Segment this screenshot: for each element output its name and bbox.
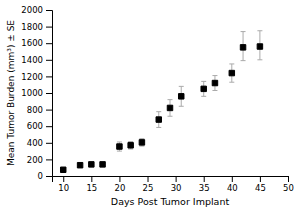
point [240, 45, 245, 50]
point [156, 117, 161, 122]
tick-label: 15 [86, 183, 97, 193]
x-axis-title: Days Post Tumor Implant [111, 196, 230, 207]
tick: 1600 [21, 38, 52, 48]
point [139, 140, 144, 145]
error-bar [201, 81, 206, 96]
tick-label: 1600 [21, 38, 43, 48]
tick-label: 400 [27, 138, 43, 148]
tick-label: 1400 [21, 55, 43, 65]
tick-mark [119, 176, 120, 182]
tick: 45 [255, 176, 266, 193]
tick-label: 200 [27, 155, 43, 165]
error-bar [139, 139, 144, 146]
tick-mark [46, 27, 52, 28]
points [60, 44, 262, 173]
tick-label: 1200 [21, 72, 43, 82]
point [128, 143, 133, 148]
tick-mark [46, 126, 52, 127]
tick: 0 [38, 171, 52, 181]
point [60, 167, 65, 172]
tick: 600 [27, 121, 52, 131]
tick-label: 800 [27, 105, 43, 115]
tick: 25 [143, 176, 154, 193]
point [100, 162, 105, 167]
point [212, 80, 217, 85]
point [77, 162, 82, 167]
tick: 20 [115, 176, 126, 193]
tick: 1000 [21, 88, 52, 98]
tick: 1400 [21, 55, 52, 65]
tick-label: 50 [283, 183, 294, 193]
y-axis-title: Mean Tumor Burden (mm³) ± SE [6, 20, 16, 166]
tick-mark [288, 176, 289, 182]
tick: 2000 [21, 5, 52, 15]
point [257, 44, 262, 49]
tick-mark [232, 176, 233, 182]
error-bar [128, 142, 133, 149]
point [201, 86, 206, 91]
tick-mark [46, 60, 52, 61]
point [167, 105, 172, 110]
error-bars [61, 31, 263, 171]
tick-label: 1800 [21, 22, 43, 32]
tick-label: 40 [227, 183, 238, 193]
tick: 1200 [21, 72, 52, 82]
tick-mark [148, 176, 149, 182]
point [117, 144, 122, 149]
error-bar [257, 31, 262, 60]
tick-label: 20 [115, 183, 126, 193]
y-axis: 0 200 400 600 800 1000 1200 1400 1600 1800 2000 [21, 5, 52, 181]
tick: 50 [283, 176, 294, 193]
tick-mark [46, 93, 52, 94]
error-bar [229, 64, 234, 82]
tick-label: 45 [255, 183, 266, 193]
error-bar [168, 100, 173, 117]
tick: 400 [27, 138, 52, 148]
tick-mark [46, 110, 52, 111]
tick-label: 1000 [21, 88, 43, 98]
tick: 30 [171, 176, 182, 193]
point [178, 94, 183, 99]
tick-mark [46, 176, 52, 177]
axis-line [53, 177, 289, 183]
tick-mark [260, 176, 261, 182]
tick-mark [46, 10, 52, 11]
tick-mark [63, 176, 64, 182]
error-bar [117, 142, 122, 151]
error-bar [212, 76, 217, 91]
point [229, 70, 234, 75]
error-bar [156, 112, 161, 128]
tick: 40 [227, 176, 238, 193]
tick-mark [91, 176, 92, 182]
marks [60, 31, 262, 173]
tick: 800 [27, 105, 52, 115]
point [89, 162, 94, 167]
tick-mark [176, 176, 177, 182]
tick-label: 2000 [21, 5, 43, 15]
plot: 10 15 20 25 30 35 40 45 50 0 200 400 600 800 1000 1200 1… [21, 5, 294, 193]
tick-mark [46, 76, 52, 77]
error-bar [78, 163, 83, 167]
chart: 10 15 20 25 30 35 40 45 50 0 200 400 600 800 1000 1200 1… [0, 0, 300, 210]
tick-mark [204, 176, 205, 182]
tick-mark [46, 43, 52, 44]
error-bar [179, 86, 184, 106]
tick-label: 25 [143, 183, 154, 193]
x-axis: 10 15 20 25 30 35 40 45 50 [53, 176, 294, 193]
tick-mark [46, 143, 52, 144]
tick: 10 [58, 176, 69, 193]
tick-label: 10 [58, 183, 69, 193]
tick-label: 30 [171, 183, 182, 193]
axis-line [46, 11, 53, 177]
tick: 15 [86, 176, 97, 193]
tick-label: 35 [199, 183, 210, 193]
tick: 200 [27, 155, 52, 165]
tick: 1800 [21, 22, 52, 32]
tick-mark [46, 159, 52, 160]
tick-label: 600 [27, 121, 43, 131]
tick-label: 0 [38, 171, 43, 181]
error-bar [241, 32, 246, 61]
tick: 35 [199, 176, 210, 193]
